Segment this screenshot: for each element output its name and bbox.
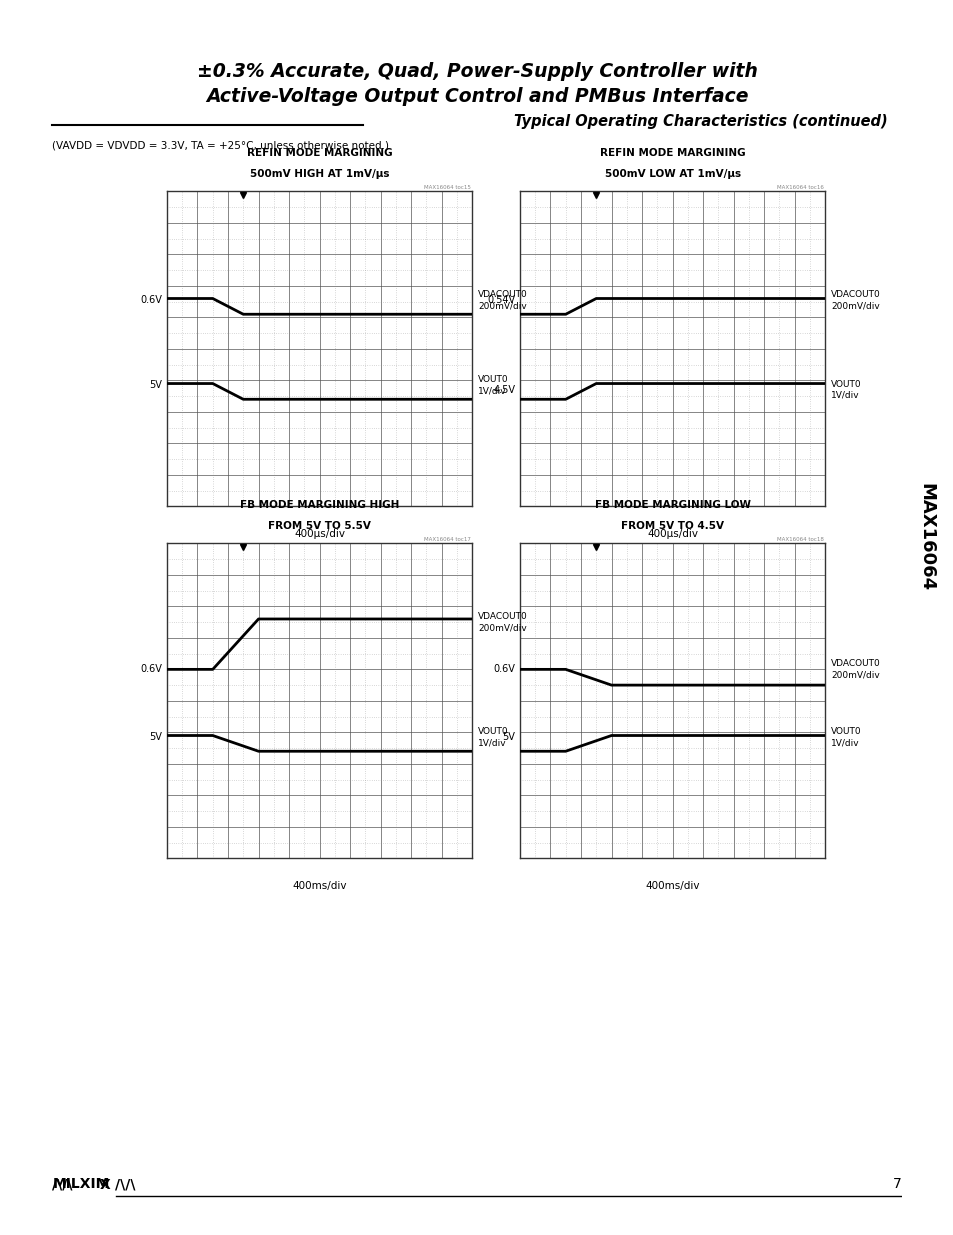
Text: 500mV LOW AT 1mV/µs: 500mV LOW AT 1mV/µs xyxy=(604,169,740,179)
Text: 0.6V: 0.6V xyxy=(493,664,515,674)
Text: 0.6V: 0.6V xyxy=(140,664,162,674)
Text: /\/\: /\/\ xyxy=(115,1178,135,1192)
Text: FROM 5V TO 5.5V: FROM 5V TO 5.5V xyxy=(268,521,371,531)
Text: VOUT0
1V/div: VOUT0 1V/div xyxy=(477,727,508,747)
Text: 5V: 5V xyxy=(150,732,162,742)
Text: MAX16064 toc15: MAX16064 toc15 xyxy=(424,185,471,190)
Text: (VAVDD = VDVDD = 3.3V, TA = +25°C, unless otherwise noted.): (VAVDD = VDVDD = 3.3V, TA = +25°C, unles… xyxy=(52,141,389,151)
Text: MAX16064: MAX16064 xyxy=(917,483,934,592)
Text: 5V: 5V xyxy=(502,732,515,742)
Text: MAX16064 toc17: MAX16064 toc17 xyxy=(424,537,471,542)
Text: 400ms/div: 400ms/div xyxy=(292,881,347,890)
Text: VOUT0
1V/div: VOUT0 1V/div xyxy=(477,375,508,395)
Text: /\/\: /\/\ xyxy=(52,1178,72,1192)
Text: ±0.3% Accurate, Quad, Power-Supply Controller with: ±0.3% Accurate, Quad, Power-Supply Contr… xyxy=(196,62,757,82)
Text: 0.6V: 0.6V xyxy=(140,295,162,305)
Text: Active-Voltage Output Control and PMBus Interface: Active-Voltage Output Control and PMBus … xyxy=(206,86,747,106)
Text: 400µs/div: 400µs/div xyxy=(294,529,345,538)
Text: X: X xyxy=(100,1178,111,1192)
Text: VDACOUT0
200mV/div: VDACOUT0 200mV/div xyxy=(830,290,880,310)
Text: VOUT0
1V/div: VOUT0 1V/div xyxy=(830,380,861,400)
Text: REFIN MODE MARGINING: REFIN MODE MARGINING xyxy=(599,148,744,158)
Text: FROM 5V TO 4.5V: FROM 5V TO 4.5V xyxy=(620,521,723,531)
Text: REFIN MODE MARGINING: REFIN MODE MARGINING xyxy=(247,148,392,158)
Text: VDACOUT0
200mV/div: VDACOUT0 200mV/div xyxy=(477,290,527,310)
Text: VDACOUT0
200mV/div: VDACOUT0 200mV/div xyxy=(477,613,527,632)
Text: MAX16064 toc16: MAX16064 toc16 xyxy=(777,185,823,190)
Text: FB MODE MARGINING LOW: FB MODE MARGINING LOW xyxy=(594,500,750,510)
Text: Typical Operating Characteristics (continued): Typical Operating Characteristics (conti… xyxy=(514,114,887,128)
Text: FB MODE MARGINING HIGH: FB MODE MARGINING HIGH xyxy=(239,500,399,510)
Text: MILXIM: MILXIM xyxy=(52,1177,110,1192)
Text: 5V: 5V xyxy=(150,380,162,390)
Text: 400µs/div: 400µs/div xyxy=(646,529,698,538)
Text: 4.5V: 4.5V xyxy=(493,385,515,395)
Text: VDACOUT0
200mV/div: VDACOUT0 200mV/div xyxy=(830,659,880,679)
Text: 500mV HIGH AT 1mV/µs: 500mV HIGH AT 1mV/µs xyxy=(250,169,389,179)
Text: 400ms/div: 400ms/div xyxy=(644,881,700,890)
Text: VOUT0
1V/div: VOUT0 1V/div xyxy=(830,727,861,747)
Text: MAX16064 toc18: MAX16064 toc18 xyxy=(777,537,823,542)
Text: 0.54V: 0.54V xyxy=(487,295,515,305)
Text: 7: 7 xyxy=(892,1177,901,1192)
